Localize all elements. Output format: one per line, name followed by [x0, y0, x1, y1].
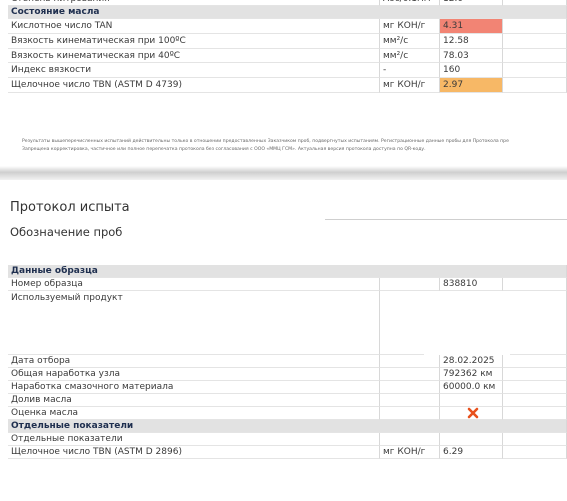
row-unit	[380, 393, 440, 407]
row-unit: мм²/с	[380, 48, 440, 64]
row-label: Отдельные показатели	[8, 432, 380, 446]
row-extra	[503, 445, 567, 459]
row-label: Степень нитрования	[8, 0, 380, 6]
row-label: Щелочное число TBN (ASTM D 2896)	[8, 445, 380, 459]
row-unit	[380, 354, 440, 368]
redaction	[424, 291, 510, 355]
row-label: Щелочное число TBN (ASTM D 4739)	[8, 78, 380, 93]
row-extra	[503, 406, 567, 420]
row-label: Номер образца	[8, 277, 380, 291]
page-break	[0, 166, 567, 180]
row-value: 12.0	[440, 0, 503, 6]
row-unit	[380, 406, 440, 420]
row-value: 838810	[440, 277, 503, 291]
row-extra	[503, 277, 567, 291]
section-header: Данные образца	[8, 265, 567, 278]
row-value: 28.02.2025	[440, 354, 503, 368]
rule	[325, 219, 567, 220]
row-label: Используемый продукт	[8, 290, 380, 355]
row-value: 2.97	[440, 78, 503, 93]
row-extra	[503, 367, 567, 381]
page-subtitle: Обозначение проб	[10, 225, 123, 239]
row-extra	[503, 48, 567, 64]
row-extra	[503, 393, 567, 407]
row-label: Вязкость кинематическая при 100ºС	[8, 33, 380, 49]
row-label: Долив масла	[8, 393, 380, 407]
row-extra	[503, 19, 567, 34]
row-extra	[503, 432, 567, 446]
row-value: 60000.0 км	[440, 380, 503, 394]
row-unit: мм²/с	[380, 33, 440, 49]
row-unit: -	[380, 63, 440, 79]
row-unit	[380, 432, 440, 446]
row-extra	[503, 380, 567, 394]
row-unit: Абс/0.1мм	[380, 0, 440, 6]
row-label: Общая наработка узла	[8, 367, 380, 381]
row-value: 78.03	[440, 48, 503, 64]
row-label: Оценка масла	[8, 406, 380, 420]
row-unit: мг КОН/г	[380, 445, 440, 459]
row-unit	[380, 367, 440, 381]
row-value: 4.31	[440, 19, 503, 34]
row-label: Вязкость кинематическая при 40ºС	[8, 48, 380, 64]
row-label: Наработка смазочного материала	[8, 380, 380, 394]
footnote-line: Результаты вышеперечисленных испытаний д…	[22, 139, 509, 144]
cross-icon	[467, 407, 479, 419]
row-label: Дата отбора	[8, 354, 380, 368]
row-value	[440, 432, 503, 446]
row-unit	[380, 277, 440, 291]
row-extra	[503, 290, 567, 355]
page-title: Протокол испыта	[10, 200, 130, 215]
row-unit: мг КОН/г	[380, 78, 440, 93]
footnote-line: Запрещена корректировка, частичное или п…	[22, 147, 426, 152]
section-header: Отдельные показатели	[8, 419, 567, 433]
row-value: 792362 км	[440, 367, 503, 381]
row-extra	[503, 63, 567, 79]
row-value: 12.58	[440, 33, 503, 49]
row-value: 6.29	[440, 445, 503, 459]
section-header: Состояние масла	[8, 6, 567, 19]
row-value: 160	[440, 63, 503, 79]
row-label: Кислотное число TAN	[8, 19, 380, 34]
row-unit: мг КОН/г	[380, 19, 440, 34]
row-value	[440, 406, 503, 420]
row-unit	[380, 380, 440, 394]
row-value	[440, 393, 503, 407]
row-extra	[503, 354, 567, 368]
row-extra	[503, 33, 567, 49]
row-extra	[503, 78, 567, 93]
row-label: Индекс вязкости	[8, 63, 380, 79]
